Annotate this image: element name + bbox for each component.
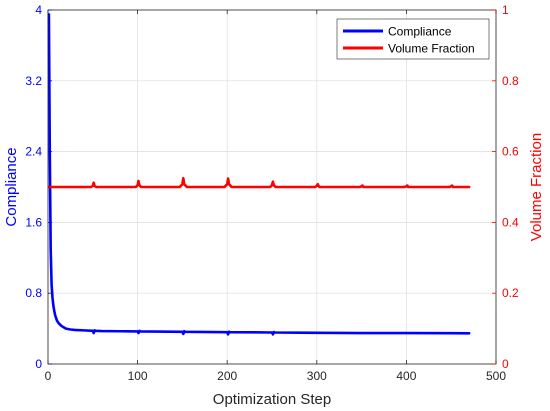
left-y-axis-label: Compliance [3,147,20,226]
x-tick-label: 100 [128,369,148,383]
left-y-tick-label: 0 [35,357,42,371]
series-line-compliance [47,13,471,336]
x-tick-label: 300 [307,369,327,383]
right-y-tick-label: 1 [502,3,509,17]
right-y-tick-label: 0.2 [502,286,519,300]
right-y-tick-label: 0 [502,357,509,371]
series-lines [47,13,471,336]
left-y-tick-label: 0.8 [25,286,42,300]
x-tick-label: 400 [396,369,416,383]
legend: Compliance Volume Fraction [336,18,490,60]
left-y-tick-label: 3.2 [25,74,42,88]
left-y-tick-label: 2.4 [25,145,42,159]
right-y-axis-label: Volume Fraction [528,133,545,241]
plot-frame [47,9,497,365]
legend-label-compliance: Compliance [388,25,452,39]
right-y-tick-label: 0.4 [502,215,519,229]
series-line-volume-fraction [47,176,471,189]
x-axis-label: Optimization Step [213,391,331,408]
x-tick-label: 0 [45,369,52,383]
x-tick-label: 500 [486,369,506,383]
x-tick-label: 200 [217,369,237,383]
legend-box [336,18,490,60]
left-y-tick-label: 4 [35,3,42,17]
right-y-axis: 0 0.2 0.4 0.6 0.8 1 [492,3,519,371]
left-y-axis: 0 0.8 1.6 2.4 3.2 4 [25,3,52,371]
legend-label-volume-fraction: Volume Fraction [388,42,475,56]
right-y-tick-label: 0.6 [502,145,519,159]
x-axis: 0 100 200 300 400 500 [45,10,506,383]
right-y-tick-label: 0.8 [502,74,519,88]
left-y-tick-label: 1.6 [25,215,42,229]
